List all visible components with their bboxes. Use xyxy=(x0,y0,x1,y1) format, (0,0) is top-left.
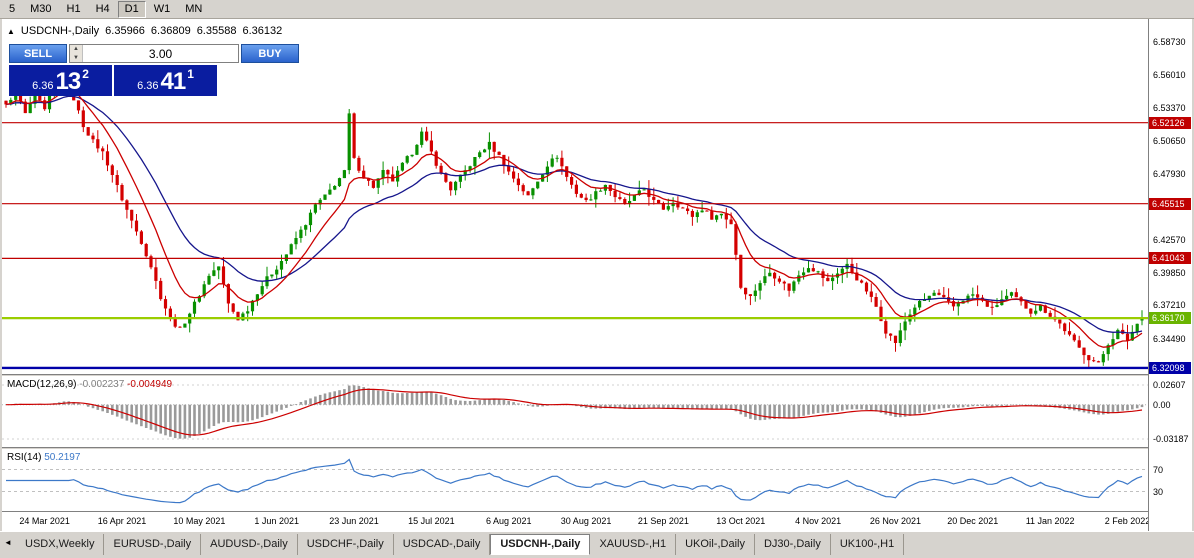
volume-input[interactable] xyxy=(83,45,238,62)
symbol-tab-bar: ◄ USDX,Weekly EURUSD-,Daily AUDUSD-,Daily U… xyxy=(0,531,1194,558)
date-label: 23 Jun 2021 xyxy=(329,516,379,526)
price-tick: 6.42570 xyxy=(1153,234,1186,245)
price-tick: 6.37210 xyxy=(1153,300,1186,311)
macd-label: MACD(12,26,9) -0.002237 -0.004949 xyxy=(7,379,172,390)
volume-stepper[interactable]: ▲ ▼ xyxy=(69,44,239,63)
symbol-tab[interactable]: USDCNH-,Daily xyxy=(490,534,591,555)
pane-splitter-rsi[interactable] xyxy=(2,447,1192,450)
date-label: 24 Mar 2021 xyxy=(19,516,70,526)
ohlc-high: 6.36809 xyxy=(150,25,191,37)
price-tick: 6.39850 xyxy=(1153,268,1186,278)
price-tick: 6.34490 xyxy=(1153,333,1186,344)
rsi-label: RSI(14) 50.2197 xyxy=(7,452,80,463)
timeframe-button-w1[interactable]: W1 xyxy=(147,1,178,18)
buy-price-main: 41 xyxy=(160,68,187,95)
ohlc-open: 6.35966 xyxy=(105,25,145,37)
price-tick: 6.50650 xyxy=(1153,135,1186,146)
date-label: 10 May 2021 xyxy=(173,516,226,526)
price-axis[interactable]: 6.58730 6.56010 6.53370 6.50650 6.47930 6.425… xyxy=(1148,19,1192,531)
timeframe-button-5[interactable]: 5 xyxy=(2,1,22,18)
price-line-badge: 6.45515 xyxy=(1149,197,1191,210)
rsi-indicator-pane[interactable]: RSI(14) 50.2197 xyxy=(2,450,1148,511)
buy-price-sup: 1 xyxy=(187,67,194,81)
macd-axis-zero: 0.00 xyxy=(1153,399,1171,410)
sell-price-sup: 2 xyxy=(82,67,89,81)
symbol-tab[interactable]: DJ30-,Daily xyxy=(755,534,831,555)
rsi-value: 50.2197 xyxy=(44,452,81,463)
macd-axis-bottom: -0.03187 xyxy=(1153,434,1189,444)
pane-splitter-macd[interactable] xyxy=(2,374,1192,377)
date-label: 26 Nov 2021 xyxy=(869,516,921,526)
price-tick: 6.53370 xyxy=(1153,102,1186,113)
macd-main-value: -0.002237 xyxy=(79,379,125,390)
macd-name: MACD(12,26,9) xyxy=(7,379,77,390)
date-label: 11 Jan 2022 xyxy=(1025,516,1075,526)
date-label: 30 Aug 2021 xyxy=(560,516,612,526)
date-label: 2 Feb 2022 xyxy=(1104,516,1148,526)
rsi-axis-30: 30 xyxy=(1153,486,1164,497)
macd-plot[interactable] xyxy=(2,377,1148,447)
timeframe-button-m30[interactable]: M30 xyxy=(23,1,58,18)
symbol-tab[interactable]: USDX,Weekly xyxy=(16,534,105,555)
rsi-axis-70: 70 xyxy=(1153,464,1164,475)
macd-axis-top: 0.02607 xyxy=(1153,380,1186,390)
timeframe-button-d1[interactable]: D1 xyxy=(117,0,146,18)
sell-button[interactable]: SELL xyxy=(9,44,67,63)
symbol-tab[interactable]: UK100-,H1 xyxy=(831,534,905,555)
chart-header: ▲ USDCNH-,Daily 6.35966 6.36809 6.35588 … xyxy=(7,25,282,37)
rsi-plot[interactable] xyxy=(2,450,1148,511)
tab-scroll-left-icon[interactable]: ◄ xyxy=(4,538,12,547)
timeframe-toolbar: 5 M30 H1 H4 D1 W1 MN xyxy=(0,0,1194,19)
trade-panel-toggle-icon[interactable]: ▲ xyxy=(7,26,15,36)
price-chart-pane[interactable]: ▲ USDCNH-,Daily 6.35966 6.36809 6.35588 … xyxy=(2,19,1148,374)
symbol-tab[interactable]: AUDUSD-,Daily xyxy=(201,534,298,555)
chart-title: USDCNH-,Daily xyxy=(20,25,100,37)
symbol-tab[interactable]: EURUSD-,Daily xyxy=(104,534,202,555)
symbol-tab[interactable]: USDCHF-,Daily xyxy=(298,534,394,555)
price-line-badge: 6.52126 xyxy=(1149,116,1191,129)
price-line-badge: 6.41043 xyxy=(1149,252,1191,265)
timeframe-button-h1[interactable]: H1 xyxy=(60,1,88,18)
tabs-strip: USDX,Weekly EURUSD-,Daily AUDUSD-,Daily USD… xyxy=(16,534,905,555)
rsi-name: RSI(14) xyxy=(7,452,42,463)
timeframe-button-mn[interactable]: MN xyxy=(178,1,209,18)
price-line-badge: 6.36170 xyxy=(1149,312,1191,325)
sell-price-prefix: 6.36 xyxy=(32,80,54,92)
timeframe-button-h4[interactable]: H4 xyxy=(89,1,117,18)
symbol-tab[interactable]: UKOil-,Daily xyxy=(676,534,755,555)
ohlc-close: 6.36132 xyxy=(242,25,283,37)
price-line-badge: 6.32098 xyxy=(1149,361,1191,374)
symbol-tab[interactable]: XAUUSD-,H1 xyxy=(590,534,677,555)
price-tick: 6.56010 xyxy=(1153,70,1186,81)
price-tick: 6.58730 xyxy=(1153,36,1186,47)
buy-button[interactable]: BUY xyxy=(241,44,299,63)
macd-signal-value: -0.004949 xyxy=(127,379,173,390)
ohlc-low: 6.35588 xyxy=(196,25,237,37)
date-label: 15 Jul 2021 xyxy=(408,516,455,526)
date-label: 6 Aug 2021 xyxy=(485,516,532,526)
macd-indicator-pane[interactable]: MACD(12,26,9) -0.002237 -0.004949 xyxy=(2,377,1148,447)
sell-price-main: 13 xyxy=(55,68,82,95)
date-label: 20 Dec 2021 xyxy=(947,516,999,526)
one-click-trading-panel: SELL ▲ ▼ BUY 6.36 13 2 xyxy=(9,44,299,96)
date-axis[interactable]: 24 Mar 2021 16 Apr 2021 10 May 2021 1 Jun 2… xyxy=(2,511,1148,531)
date-label: 4 Nov 2021 xyxy=(795,516,842,526)
date-label: 21 Sep 2021 xyxy=(637,516,689,526)
volume-down-icon[interactable]: ▼ xyxy=(70,53,82,62)
date-label: 16 Apr 2021 xyxy=(97,516,147,526)
buy-price-prefix: 6.36 xyxy=(137,80,159,92)
sell-price-box[interactable]: 6.36 13 2 xyxy=(9,65,112,96)
buy-price-box[interactable]: 6.36 41 1 xyxy=(114,65,217,96)
date-label: 1 Jun 2021 xyxy=(254,516,299,526)
date-label: 13 Oct 2021 xyxy=(716,516,766,526)
volume-up-icon[interactable]: ▲ xyxy=(70,45,82,54)
symbol-tab[interactable]: USDCAD-,Daily xyxy=(394,534,491,555)
chart-window: ▲ USDCNH-,Daily 6.35966 6.36809 6.35588 … xyxy=(2,19,1192,531)
price-tick: 6.47930 xyxy=(1153,169,1186,180)
